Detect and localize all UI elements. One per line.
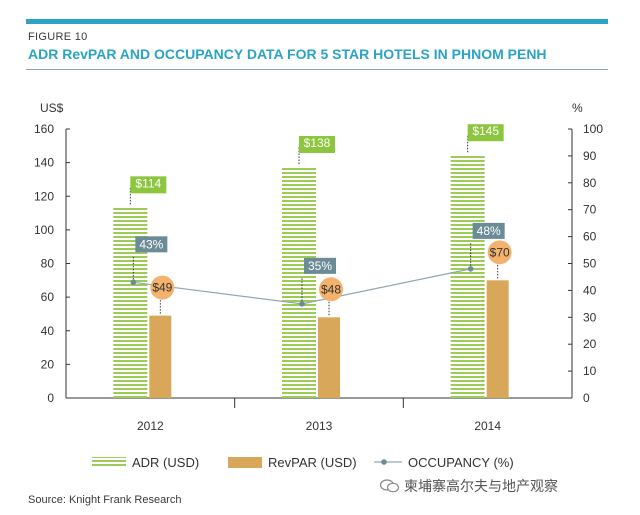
x-tick-label: 2014 — [474, 419, 501, 433]
adr-bar — [282, 165, 316, 398]
occupancy-point — [130, 279, 137, 286]
legend-adr-swatch — [92, 457, 126, 468]
right-tick-label: 60 — [583, 230, 597, 244]
right-tick-label: 70 — [583, 203, 597, 217]
revpar-bar — [486, 280, 509, 398]
revpar-bar — [318, 317, 340, 398]
occupancy-label-box — [304, 257, 336, 274]
x-tick-label: 2012 — [137, 419, 164, 433]
left-tick-label: 120 — [34, 189, 54, 203]
left-tick-label: 140 — [34, 156, 54, 170]
left-axis-unit: US$ — [40, 101, 64, 115]
occupancy-point — [467, 266, 474, 272]
legend-revpar-swatch — [228, 457, 262, 468]
right-tick-label: 40 — [583, 283, 597, 297]
source-note: Source: Knight Frank Research — [28, 494, 182, 506]
right-tick-label: 90 — [583, 149, 597, 163]
adr-label-box — [467, 124, 504, 142]
adr-label-box — [299, 135, 335, 153]
watermark-text: 柬埔寨高尔夫与地产观察 — [404, 478, 558, 494]
revpar-data-label: $70 — [490, 245, 510, 259]
occupancy-data-label: 43% — [139, 237, 163, 251]
revpar-bar — [149, 315, 172, 398]
right-tick-label: 30 — [583, 310, 597, 324]
figure-label: FIGURE 10 — [28, 31, 88, 43]
left-tick-label: 20 — [41, 357, 55, 371]
right-tick-label: 20 — [583, 337, 597, 351]
right-tick-label: 100 — [583, 122, 603, 136]
right-tick-label: 80 — [583, 176, 597, 190]
occupancy-point — [299, 301, 305, 307]
revpar-label-bubble — [150, 275, 175, 300]
wechat-icon — [380, 479, 400, 493]
revpar-data-label: $48 — [321, 282, 341, 296]
revpar-label-bubble — [319, 277, 343, 302]
occupancy-label-box — [472, 222, 505, 239]
right-axis-unit: % — [572, 101, 583, 115]
title-accent-bar — [26, 19, 608, 24]
adr-data-label: $114 — [135, 176, 161, 190]
occupancy-data-label: 48% — [477, 224, 501, 238]
revpar-data-label: $49 — [152, 281, 172, 295]
adr-bar — [113, 206, 148, 398]
left-tick-label: 160 — [34, 122, 54, 136]
left-tick-label: 40 — [41, 324, 55, 338]
x-tick-label: 2013 — [306, 419, 333, 433]
occupancy-label-box — [135, 236, 168, 253]
legend-occupancy-marker — [381, 459, 387, 465]
right-tick-label: 0 — [583, 391, 590, 405]
left-tick-label: 0 — [47, 391, 54, 405]
right-tick-label: 10 — [583, 364, 597, 378]
title-divider — [26, 69, 608, 70]
watermark: 柬埔寨高尔夫与地产观察 — [380, 476, 558, 496]
adr-data-label: $145 — [472, 124, 499, 138]
right-tick-label: 50 — [583, 257, 597, 271]
adr-data-label: $138 — [304, 136, 331, 150]
figure-title: ADR RevPAR AND OCCUPANCY DATA FOR 5 STAR… — [28, 46, 547, 62]
left-tick-label: 80 — [41, 257, 55, 271]
left-tick-label: 100 — [34, 223, 54, 237]
revpar-label-bubble — [487, 240, 512, 265]
occupancy-data-label: 35% — [308, 259, 332, 273]
legend-revpar-label: RevPAR (USD) — [268, 455, 357, 470]
adr-label-box — [130, 176, 167, 194]
adr-bar — [450, 154, 485, 398]
legend-occupancy-label: OCCUPANCY (%) — [408, 455, 514, 470]
left-tick-label: 60 — [41, 290, 55, 304]
legend-adr-label: ADR (USD) — [132, 455, 199, 470]
